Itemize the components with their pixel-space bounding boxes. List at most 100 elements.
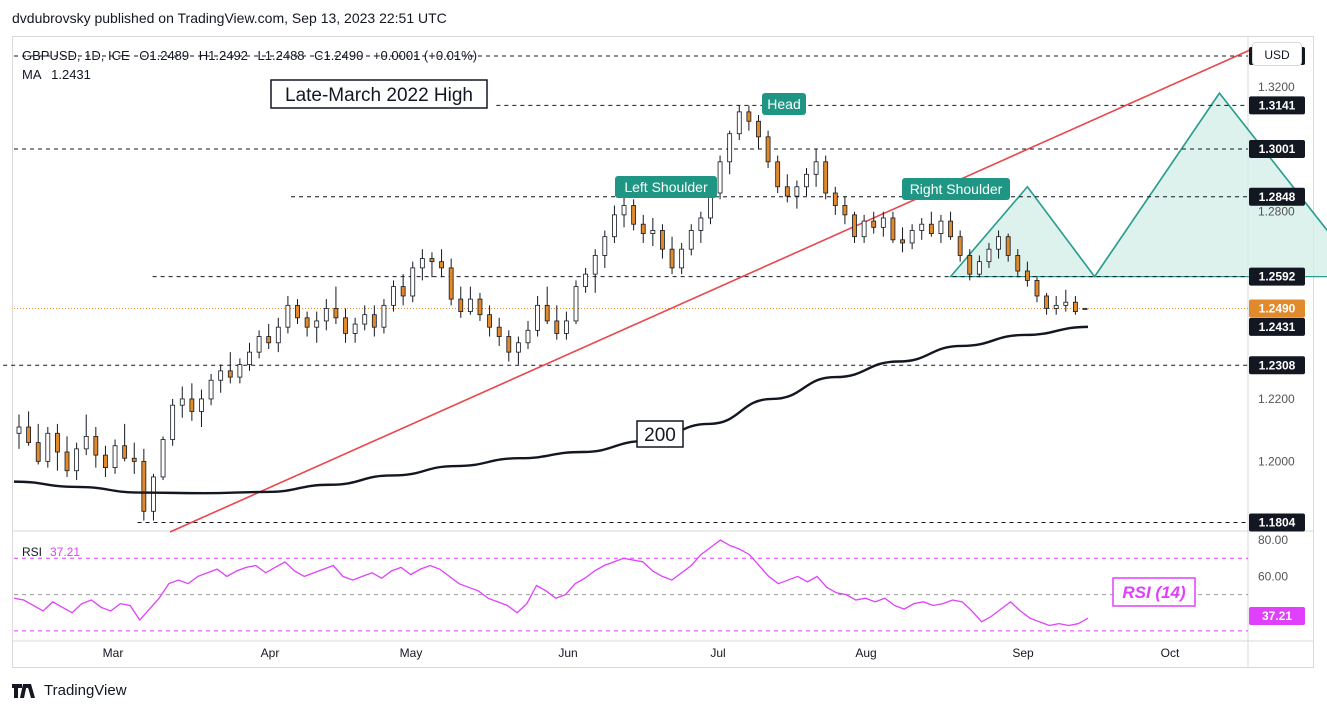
candle-body bbox=[141, 460, 147, 512]
candle-body bbox=[458, 298, 464, 312]
right-shoulder-label: Right Shoulder bbox=[910, 181, 1003, 197]
price-mark-label: 1.3141 bbox=[1259, 98, 1296, 112]
candle-body bbox=[775, 161, 781, 188]
ma-200-line bbox=[13, 325, 1089, 495]
time-tick-label: Aug bbox=[855, 646, 876, 660]
candle bbox=[16, 414, 22, 449]
candle bbox=[698, 211, 704, 243]
candle-body bbox=[333, 308, 339, 319]
price-mark-label: 1.2592 bbox=[1259, 270, 1296, 284]
candle bbox=[227, 352, 233, 384]
candle bbox=[717, 155, 723, 200]
candle bbox=[1005, 233, 1011, 262]
candle bbox=[35, 423, 41, 465]
rsi-current-value: 37.21 bbox=[50, 545, 80, 559]
legend-open: O1.2489 bbox=[139, 48, 190, 63]
candle bbox=[948, 211, 953, 240]
candle bbox=[458, 286, 464, 318]
head-label: Head bbox=[767, 96, 800, 112]
candle bbox=[1034, 277, 1040, 303]
candle bbox=[919, 217, 925, 240]
head-label-bg bbox=[762, 93, 806, 115]
candle bbox=[429, 252, 435, 278]
candle-body bbox=[746, 111, 752, 122]
candle-body bbox=[842, 205, 848, 216]
tradingview-logo-icon bbox=[12, 683, 35, 698]
candle-body bbox=[727, 133, 733, 163]
candle bbox=[343, 308, 348, 343]
candle bbox=[400, 274, 406, 306]
candle bbox=[506, 330, 512, 362]
candle bbox=[83, 414, 89, 456]
candle bbox=[583, 267, 589, 293]
candle-body bbox=[1072, 301, 1078, 312]
candle bbox=[660, 224, 665, 259]
ma-200-box bbox=[636, 420, 684, 448]
candle-body bbox=[467, 298, 473, 312]
time-tick-label: Oct bbox=[1161, 646, 1180, 660]
candle-body bbox=[698, 217, 704, 231]
candle-body bbox=[400, 286, 406, 297]
hs-pattern-layer bbox=[948, 91, 1327, 278]
candle bbox=[237, 358, 243, 384]
candle-body bbox=[170, 404, 176, 440]
candle-body bbox=[804, 173, 809, 188]
candle bbox=[189, 383, 195, 421]
price-tick-label: 1.2800 bbox=[1258, 205, 1295, 219]
head-shape bbox=[1093, 91, 1327, 278]
price-mark-label: 1.1804 bbox=[1259, 516, 1296, 530]
left-shoulder-label: Left Shoulder bbox=[624, 179, 708, 195]
candle bbox=[208, 373, 214, 406]
late-march-high-label: Late-March 2022 High bbox=[285, 85, 473, 106]
candle-body bbox=[1005, 236, 1011, 256]
candle bbox=[679, 242, 685, 275]
candle bbox=[496, 317, 502, 346]
candle bbox=[333, 286, 339, 325]
candle-body bbox=[160, 439, 166, 478]
candle-body bbox=[640, 223, 646, 234]
tradingview-logo[interactable]: TradingView bbox=[12, 682, 127, 699]
candle-body bbox=[487, 314, 492, 328]
price-mark-bg bbox=[1249, 317, 1305, 336]
chart-frame[interactable] bbox=[12, 36, 1314, 668]
price-mark-bg bbox=[1249, 96, 1305, 115]
candle-body bbox=[852, 214, 857, 238]
candle-body bbox=[1015, 255, 1021, 272]
candle-body bbox=[304, 317, 310, 328]
candle-body bbox=[266, 336, 272, 344]
candle bbox=[967, 249, 973, 281]
axis-layer: 1.32001.28001.22001.20001.32991.31411.30… bbox=[22, 47, 1305, 660]
ma-layer bbox=[13, 325, 1089, 495]
candle-body bbox=[650, 230, 656, 234]
candle bbox=[352, 317, 358, 343]
candle bbox=[640, 214, 646, 243]
candle bbox=[439, 249, 444, 278]
candle bbox=[823, 155, 829, 200]
candle bbox=[880, 211, 886, 237]
rsi-tick-label: 80.00 bbox=[1258, 533, 1288, 547]
candle-body bbox=[544, 304, 550, 322]
candle bbox=[26, 411, 32, 446]
candle-body bbox=[813, 161, 819, 175]
candle-body bbox=[612, 214, 617, 238]
candle-body bbox=[976, 261, 982, 275]
candle-body bbox=[247, 351, 252, 366]
price-mark-label: 1.2490 bbox=[1259, 301, 1296, 315]
tradingview-brand: TradingView bbox=[44, 682, 127, 699]
candle-body bbox=[525, 329, 531, 344]
candle-body bbox=[928, 223, 934, 234]
candle-body bbox=[189, 398, 195, 412]
rsi-tick-label: 60.00 bbox=[1258, 569, 1288, 583]
candle-body bbox=[592, 255, 598, 275]
candle-body bbox=[256, 336, 262, 353]
price-mark-label: 1.2308 bbox=[1259, 358, 1296, 372]
candle-body bbox=[93, 435, 99, 456]
currency-button[interactable]: USD bbox=[1252, 42, 1302, 66]
time-tick-label: Jun bbox=[558, 646, 577, 660]
candle-body bbox=[477, 298, 483, 316]
candle-body bbox=[275, 326, 281, 344]
candle bbox=[592, 249, 598, 293]
candle bbox=[487, 305, 492, 337]
rsi-label: RSI bbox=[22, 545, 42, 559]
